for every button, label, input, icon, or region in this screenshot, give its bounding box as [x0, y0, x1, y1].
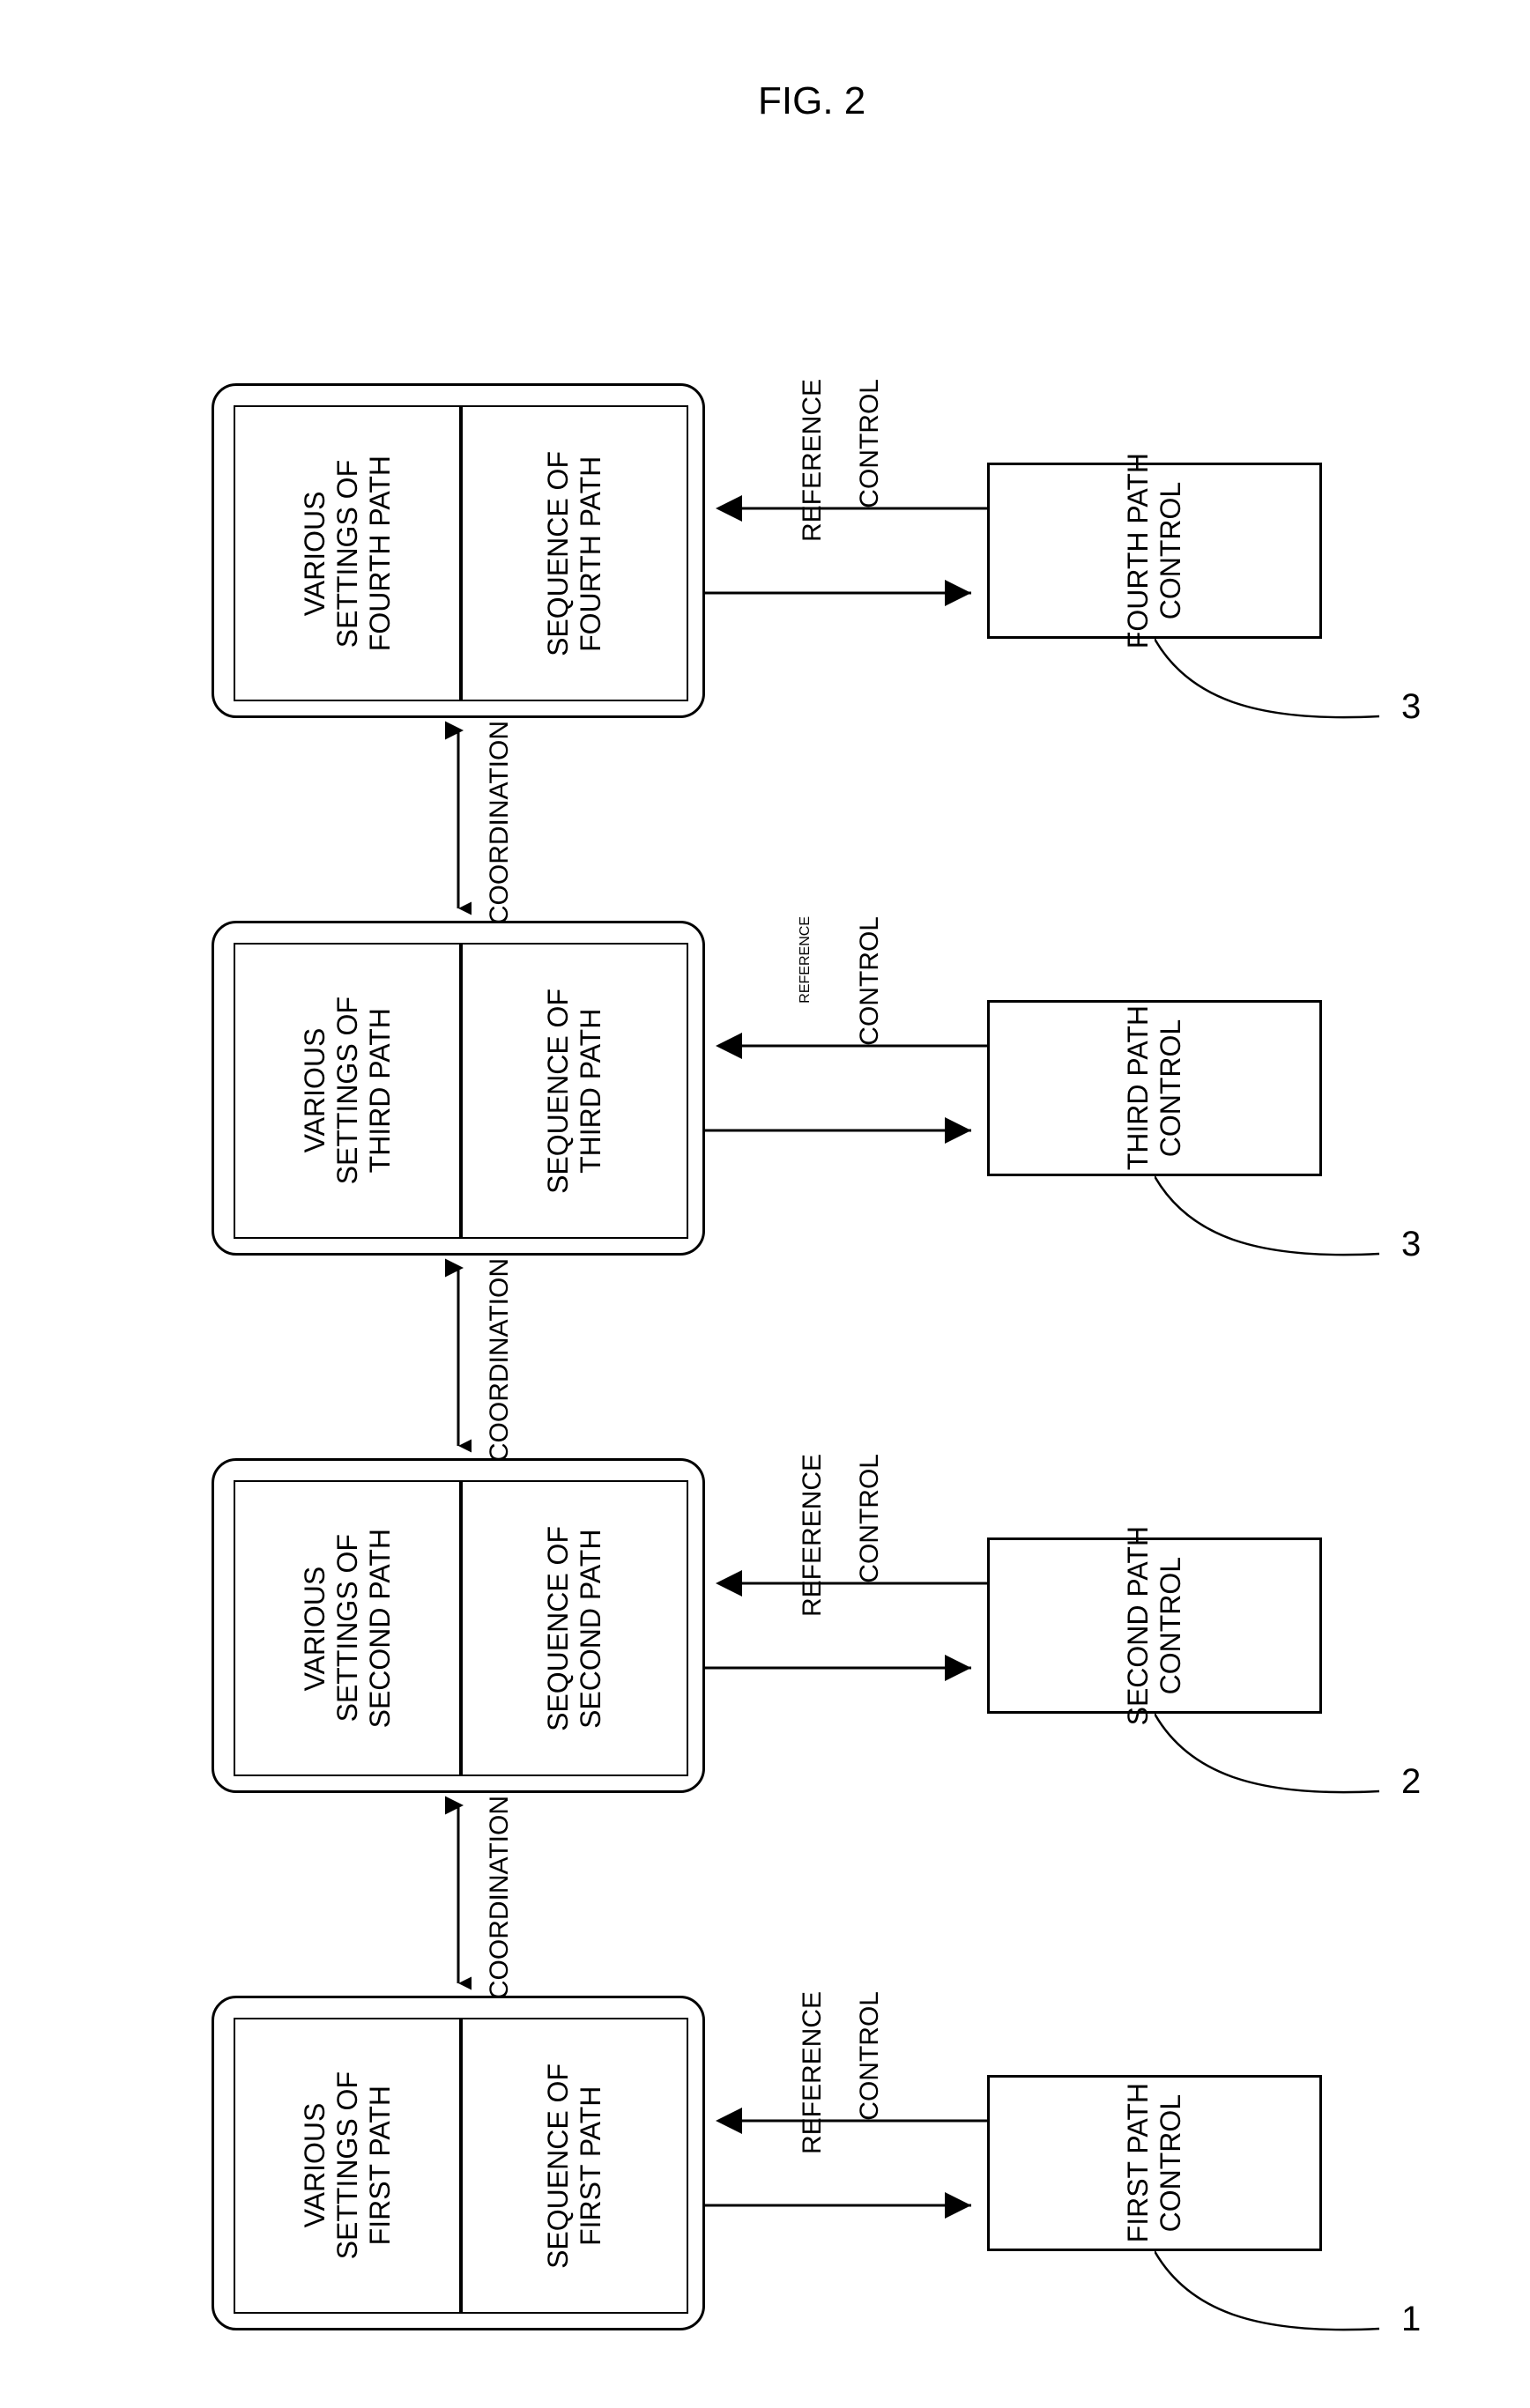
path4-settings-label: VARIOUS SETTINGS OF FOURTH PATH	[299, 456, 397, 651]
figure-title: FIG. 2	[758, 79, 865, 123]
coord-label-2-3: COORDINATION	[485, 1258, 515, 1462]
path2-module: VARIOUS SETTINGS OF SECOND PATH SEQUENCE…	[212, 1458, 705, 1793]
path1-reference-arrow	[705, 2108, 987, 2134]
coord-arrow-2-3	[445, 1256, 472, 1458]
path2-control-box: SECOND PATH CONTROL	[987, 1537, 1322, 1714]
path3-lead	[1155, 1176, 1384, 1286]
path1-module: VARIOUS SETTINGS OF FIRST PATH SEQUENCE …	[212, 1996, 705, 2330]
path3-control-label: THIRD PATH CONTROL	[1122, 1005, 1187, 1170]
coord-arrow-1-2	[445, 1793, 472, 1996]
path4-settings-box: VARIOUS SETTINGS OF FOURTH PATH	[234, 405, 461, 701]
path3-number: 3	[1401, 1225, 1421, 1264]
path3-control-arrow	[705, 1117, 987, 1144]
coord-arrow-3-4	[445, 718, 472, 921]
path1-control-arrow	[705, 2192, 987, 2219]
path2-number: 2	[1401, 1762, 1421, 1802]
path3-settings-box: VARIOUS SETTINGS OF THIRD PATH	[234, 943, 461, 1239]
path2-control-arrow	[705, 1655, 987, 1681]
path4-control-arrow	[705, 580, 987, 606]
diagram-canvas: FIG. 2 VARIOUS SETTINGS OF FIRST PATH SE…	[0, 0, 1530, 2408]
path1-reference-label: REFERENCE	[798, 1991, 828, 2154]
path1-lead	[1155, 2251, 1384, 2361]
path1-sequence-label: SEQUENCE OF FIRST PATH	[542, 2063, 607, 2269]
path2-control-arrow-label: CONTROL	[855, 1454, 885, 1583]
path3-reference-label: REFERENCE	[798, 916, 813, 1004]
path3-settings-label: VARIOUS SETTINGS OF THIRD PATH	[299, 997, 397, 1184]
coord-label-3-4: COORDINATION	[485, 721, 515, 924]
path2-reference-arrow	[705, 1570, 987, 1597]
path4-sequence-box: SEQUENCE OF FOURTH PATH	[461, 405, 688, 701]
path1-control-arrow-label: CONTROL	[855, 1991, 885, 2121]
path3-sequence-label: SEQUENCE OF THIRD PATH	[542, 989, 607, 1194]
path2-sequence-label: SEQUENCE OF SECOND PATH	[542, 1526, 607, 1731]
path3-reference-arrow	[705, 1033, 987, 1059]
path2-lead	[1155, 1714, 1384, 1824]
path4-lead	[1155, 639, 1384, 749]
path1-control-box: FIRST PATH CONTROL	[987, 2075, 1322, 2251]
path4-reference-arrow	[705, 495, 987, 522]
path4-number: 3	[1401, 687, 1421, 727]
path2-settings-box: VARIOUS SETTINGS OF SECOND PATH	[234, 1480, 461, 1776]
path2-reference-label: REFERENCE	[798, 1454, 828, 1617]
path1-number: 1	[1401, 2300, 1421, 2339]
path4-control-arrow-label: CONTROL	[855, 379, 885, 508]
path2-sequence-box: SEQUENCE OF SECOND PATH	[461, 1480, 688, 1776]
path3-module: VARIOUS SETTINGS OF THIRD PATH SEQUENCE …	[212, 921, 705, 1256]
path1-sequence-box: SEQUENCE OF FIRST PATH	[461, 2018, 688, 2314]
path4-control-label: FOURTH PATH CONTROL	[1122, 453, 1187, 648]
path4-sequence-label: SEQUENCE OF FOURTH PATH	[542, 451, 607, 656]
path1-control-label: FIRST PATH CONTROL	[1122, 2083, 1187, 2242]
path3-sequence-box: SEQUENCE OF THIRD PATH	[461, 943, 688, 1239]
path2-settings-label: VARIOUS SETTINGS OF SECOND PATH	[299, 1529, 397, 1728]
path4-control-box: FOURTH PATH CONTROL	[987, 463, 1322, 639]
coord-label-1-2: COORDINATION	[485, 1796, 515, 1999]
path4-reference-label: REFERENCE	[798, 379, 828, 542]
path3-control-box: THIRD PATH CONTROL	[987, 1000, 1322, 1176]
path3-control-arrow-label: CONTROL	[855, 916, 885, 1046]
path1-settings-box: VARIOUS SETTINGS OF FIRST PATH	[234, 2018, 461, 2314]
path4-module: VARIOUS SETTINGS OF FOURTH PATH SEQUENCE…	[212, 383, 705, 718]
path1-settings-label: VARIOUS SETTINGS OF FIRST PATH	[299, 2071, 397, 2259]
path2-control-label: SECOND PATH CONTROL	[1122, 1526, 1187, 1725]
